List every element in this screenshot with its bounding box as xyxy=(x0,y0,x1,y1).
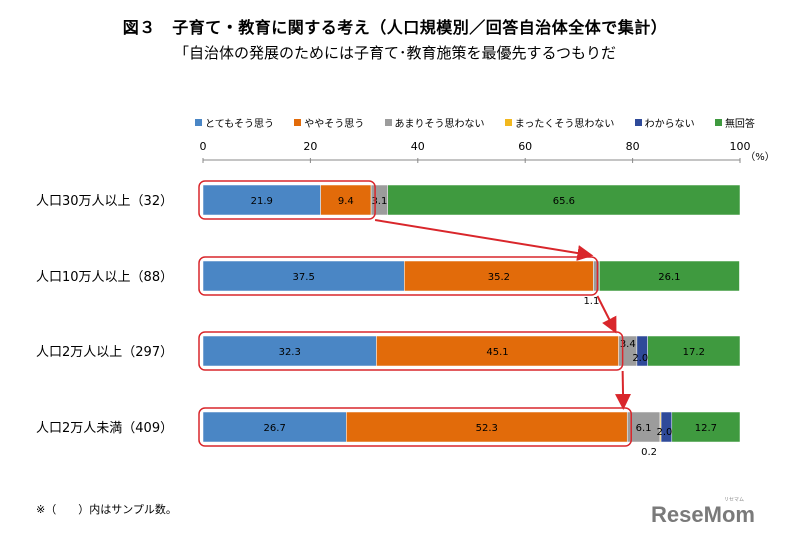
bar-segment xyxy=(647,335,741,367)
data-label: 32.3 xyxy=(279,347,301,358)
highlight-box xyxy=(198,331,624,371)
x-tick-label: 60 xyxy=(518,140,532,153)
data-label: 12.7 xyxy=(695,423,717,434)
x-tick-label: 80 xyxy=(626,140,640,153)
data-label: 2.0 xyxy=(632,353,648,364)
data-label: 3.4 xyxy=(620,339,636,350)
bar-segment xyxy=(593,260,600,292)
bar-segment xyxy=(346,411,628,443)
bar-segment xyxy=(387,184,741,216)
legend-swatch xyxy=(294,118,302,126)
bar-segment xyxy=(626,411,661,443)
data-label: 65.6 xyxy=(553,196,575,207)
data-label: 26.7 xyxy=(264,423,286,434)
data-label: 17.2 xyxy=(683,347,705,358)
logo-text: ReseMom xyxy=(651,502,755,527)
trend-arrow xyxy=(374,219,594,261)
legend-item: まったくそう思わない xyxy=(504,115,615,130)
legend-item: わからない xyxy=(634,115,695,130)
legend-label: ややそう思う xyxy=(304,118,365,130)
legend-item: あまりそう思わない xyxy=(384,115,485,130)
data-label: 3.1 xyxy=(371,196,387,207)
highlight-box xyxy=(198,407,632,447)
data-label: 52.3 xyxy=(476,423,498,434)
bar-segment xyxy=(202,184,321,216)
x-tick-label: 20 xyxy=(303,140,317,153)
data-label: 6.1 xyxy=(636,423,652,434)
resemom-logo: リセマム ReseMom xyxy=(651,497,755,527)
bar-segment xyxy=(202,260,405,292)
category-label: 人口2万人以上（297） xyxy=(36,345,173,360)
legend-swatch xyxy=(504,118,512,126)
legend-label: とてもそう思う xyxy=(205,118,274,130)
x-tick-label: 0 xyxy=(200,140,207,153)
data-label: 21.9 xyxy=(251,196,273,207)
legend-swatch xyxy=(195,118,202,126)
legend-swatch xyxy=(714,118,722,126)
data-label: 9.4 xyxy=(338,196,354,207)
legend-label: 無回答 xyxy=(724,118,755,130)
legend-item: とてもそう思う xyxy=(195,115,274,130)
category-label: 人口10万人以上（88） xyxy=(36,270,173,285)
legend-swatch xyxy=(634,118,642,126)
bar-segment xyxy=(320,184,372,216)
legend-label: わからない xyxy=(644,118,695,130)
bar-segment xyxy=(404,260,594,292)
legend-label: まったくそう思わない xyxy=(514,118,615,130)
trend-arrow xyxy=(596,295,617,334)
data-label: 0.2 xyxy=(641,447,657,458)
logo-small-text: リセマム xyxy=(724,497,744,503)
data-label: 45.1 xyxy=(486,347,508,358)
x-tick-label: 100 xyxy=(730,140,751,153)
highlight-box xyxy=(198,256,599,296)
bar-segment xyxy=(671,411,741,443)
bar-segment xyxy=(376,335,619,367)
chart-subtitle: 「自治体の発展のためには子育て･教育施策を最優先するつもりだ xyxy=(174,44,616,62)
legend-swatch xyxy=(384,118,392,126)
legend-item: 無回答 xyxy=(714,115,755,130)
data-label: 37.5 xyxy=(293,272,315,283)
bar-segment xyxy=(202,411,347,443)
x-tick-label: 40 xyxy=(411,140,425,153)
legend-label: あまりそう思わない xyxy=(394,118,485,130)
legend: とてもそう思う ややそう思う あまりそう思わない まったくそう思わない わからない 無回答 xyxy=(195,113,755,131)
legend-item: ややそう思う xyxy=(294,115,364,130)
data-label: 26.1 xyxy=(658,272,680,283)
highlight-box xyxy=(198,180,376,220)
trend-arrow xyxy=(615,370,632,410)
data-label: 35.2 xyxy=(488,272,510,283)
data-label: 2.0 xyxy=(656,427,672,438)
x-axis-unit: （%） xyxy=(745,151,775,163)
chart-title: 図３ 子育て・教育に関する考え（人口規模別／回答自治体全体で集計） xyxy=(122,18,668,37)
category-label: 人口2万人未満（409） xyxy=(36,421,173,436)
category-label: 人口30万人以上（32） xyxy=(36,194,173,209)
bar-segment xyxy=(202,335,377,367)
data-label: 1.1 xyxy=(583,296,599,307)
bar-segment xyxy=(599,260,740,292)
sample-size-note: ※（ ）内はサンプル数。 xyxy=(36,503,177,516)
